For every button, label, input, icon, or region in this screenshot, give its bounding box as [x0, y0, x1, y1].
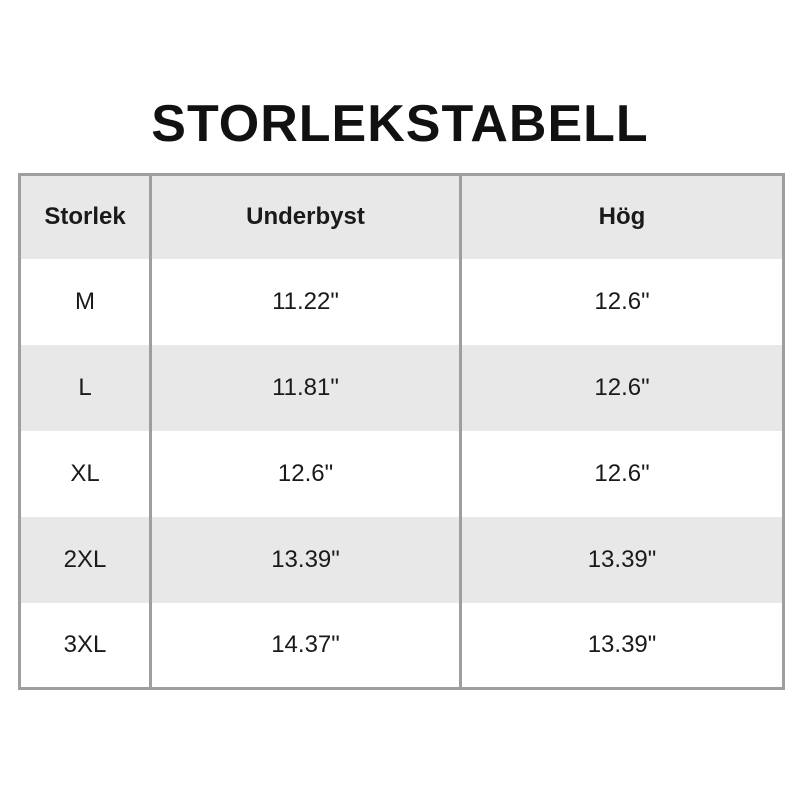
hog-cell: 13.39"	[459, 516, 784, 603]
hog-cell: 12.6"	[459, 258, 784, 345]
underbust-cell: 12.6"	[149, 430, 461, 517]
underbust-cell: 11.22"	[149, 258, 461, 345]
size-cell: 3XL	[63, 630, 107, 658]
table-row: M 11.22" 12.6"	[19, 258, 784, 345]
size-cell: XL	[70, 459, 100, 487]
column-header-storlek: Storlek	[44, 203, 126, 231]
size-cell: M	[75, 287, 95, 315]
column-header-underbyst: Underbyst	[149, 174, 461, 259]
table-row: 2XL 13.39" 13.39"	[19, 516, 784, 603]
underbust-cell: 11.81"	[149, 344, 461, 431]
table-row: L 11.81" 12.6"	[19, 344, 784, 431]
table-row: XL 12.6" 12.6"	[19, 430, 784, 517]
column-header-hog: Hög	[459, 174, 784, 259]
size-cell: L	[78, 373, 92, 401]
size-table: Storlek Underbyst Hög M 11.22" 12.6" L 1…	[18, 173, 785, 690]
table-header-row: Storlek Underbyst Hög	[19, 174, 784, 259]
hog-cell: 12.6"	[459, 344, 784, 431]
underbust-cell: 14.37"	[149, 602, 461, 689]
hog-cell: 13.39"	[459, 602, 784, 689]
size-cell: 2XL	[63, 545, 107, 573]
table-row: 3XL 14.37" 13.39"	[19, 602, 784, 689]
underbust-cell: 13.39"	[149, 516, 461, 603]
page-title: STORLEKSTABELL	[151, 95, 649, 153]
hog-cell: 12.6"	[459, 430, 784, 517]
